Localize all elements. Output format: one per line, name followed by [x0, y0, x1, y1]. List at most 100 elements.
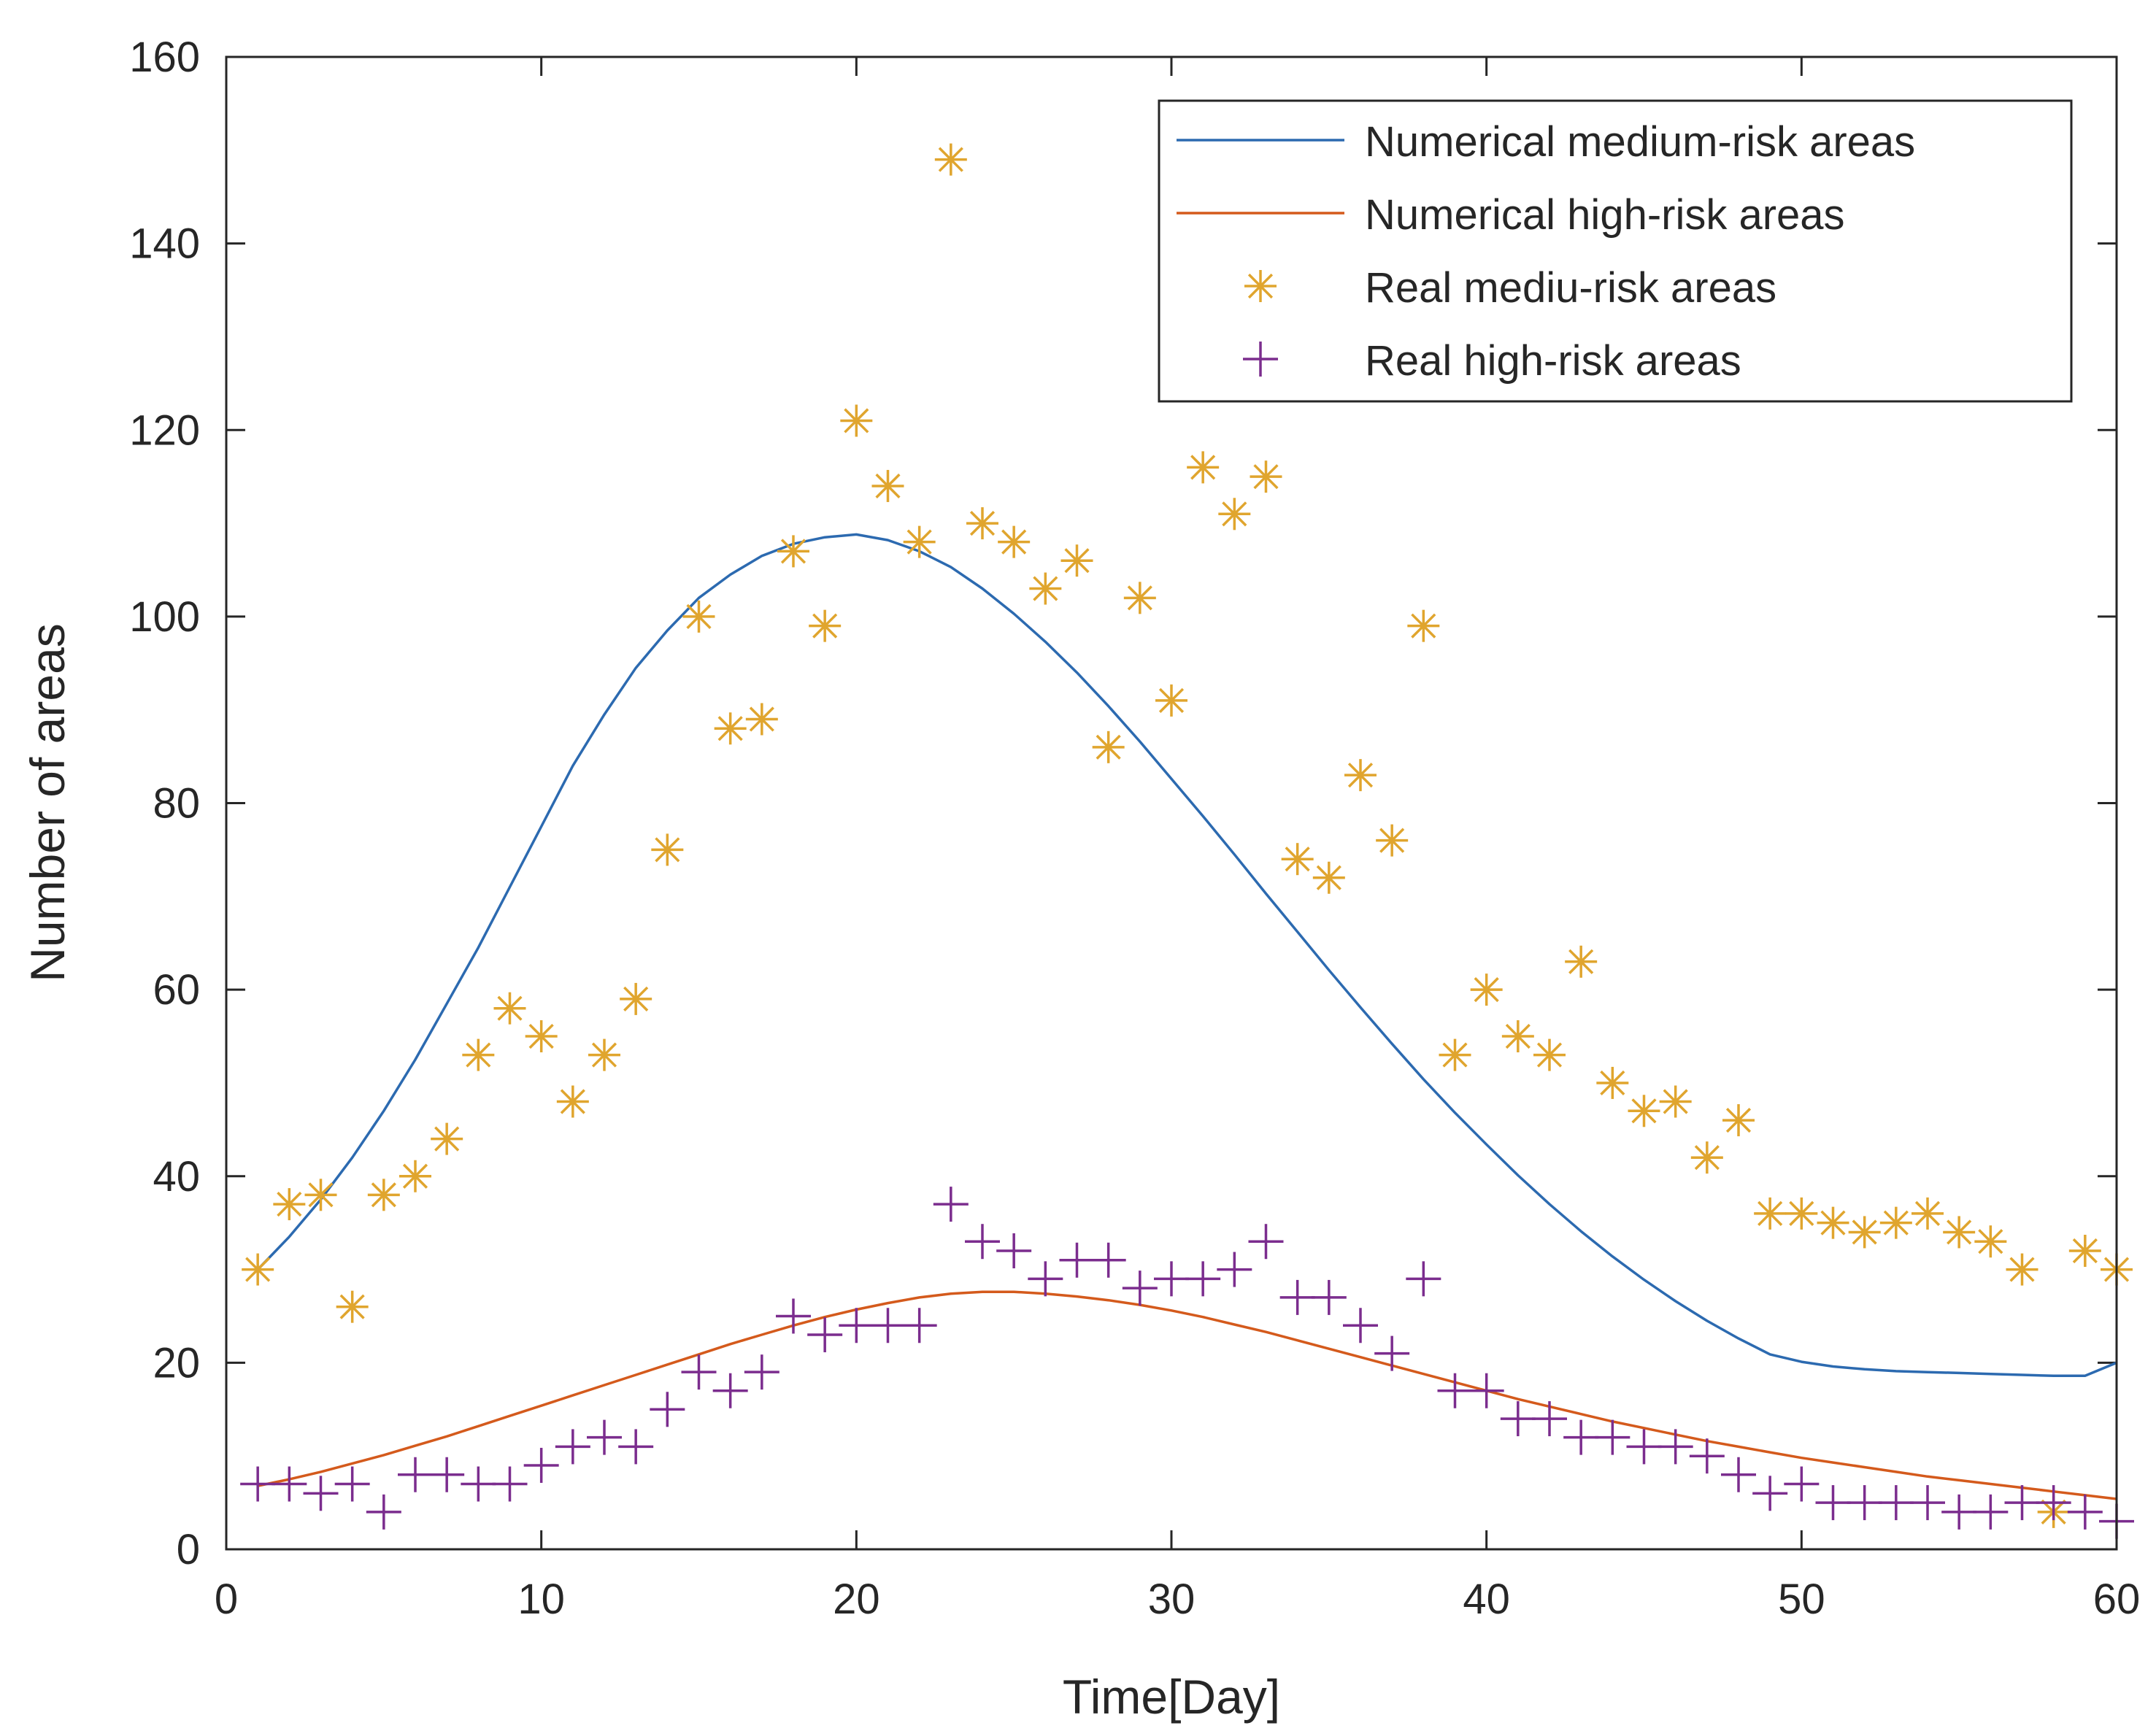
data-point-high-real — [965, 1224, 1000, 1260]
data-point-high-real — [303, 1476, 339, 1511]
data-point-high-real — [901, 1308, 937, 1343]
data-point-medium-real — [1754, 1197, 1787, 1230]
data-point-medium-real — [304, 1179, 337, 1211]
data-point-high-real — [681, 1354, 717, 1390]
data-point-medium-real — [1533, 1038, 1566, 1071]
data-point-medium-real — [1628, 1095, 1660, 1127]
data-point-high-real — [1847, 1485, 1882, 1521]
data-point-medium-real — [1974, 1225, 2007, 1258]
data-point-high-real — [618, 1429, 654, 1465]
data-point-medium-real — [1187, 451, 1220, 484]
data-point-medium-real — [998, 525, 1031, 558]
data-point-medium-real — [493, 992, 526, 1025]
data-point-high-real — [1500, 1401, 1536, 1437]
data-point-high-real — [1721, 1457, 1756, 1492]
x-tick-label: 20 — [833, 1576, 880, 1623]
data-point-high-real — [1595, 1419, 1631, 1455]
data-point-medium-real — [556, 1085, 589, 1118]
data-point-medium-real — [620, 982, 652, 1015]
data-point-medium-real — [934, 143, 967, 176]
data-point-medium-real — [714, 712, 747, 745]
data-point-high-real — [1468, 1373, 1504, 1408]
data-point-high-real — [429, 1457, 465, 1492]
data-point-medium-real — [777, 535, 809, 568]
y-tick-label: 100 — [129, 593, 200, 641]
data-point-high-real — [2036, 1485, 2071, 1521]
legend-swatch-plus — [1243, 342, 1278, 377]
data-point-high-real — [1437, 1373, 1473, 1408]
data-point-high-real — [523, 1447, 559, 1483]
x-axis-label: Time[Day] — [1063, 1670, 1280, 1724]
data-point-medium-real — [1596, 1066, 1629, 1099]
data-point-high-real — [744, 1354, 779, 1390]
data-point-high-real — [555, 1429, 590, 1465]
data-point-high-real — [2004, 1485, 2040, 1521]
data-point-high-real — [2067, 1494, 2103, 1530]
series-layer — [240, 143, 2134, 1539]
data-point-medium-real — [2068, 1235, 2101, 1267]
x-tick-label: 50 — [1778, 1576, 1825, 1623]
data-point-high-real — [461, 1466, 496, 1502]
x-tick-label: 40 — [1463, 1576, 1510, 1623]
legend-box — [1158, 99, 2073, 403]
data-point-medium-real — [1155, 684, 1187, 717]
data-point-medium-real — [1060, 544, 1093, 577]
data-point-high-real — [1343, 1308, 1378, 1343]
data-point-high-real — [587, 1419, 622, 1455]
y-tick-label: 80 — [153, 780, 200, 828]
data-point-high-real — [1626, 1429, 1662, 1465]
x-tick-label: 60 — [2093, 1576, 2141, 1623]
data-point-medium-real — [1690, 1141, 1723, 1174]
data-point-high-real — [776, 1298, 811, 1334]
data-point-medium-real — [1312, 861, 1345, 894]
data-point-medium-real — [1879, 1206, 1912, 1239]
data-point-high-real — [807, 1317, 843, 1353]
data-point-high-real — [1658, 1429, 1693, 1465]
tick-labels: 0 10 20 30 40 50 60 0 20 40 60 80 100 120 140 160 — [129, 34, 2140, 1623]
legend-label: Numerical high-risk areas — [1365, 191, 1845, 239]
y-tick-label: 160 — [129, 34, 200, 81]
data-point-medium-real — [871, 469, 904, 502]
data-point-high-real — [1689, 1438, 1725, 1474]
data-point-medium-real — [1470, 974, 1503, 1006]
data-point-medium-real — [1407, 609, 1440, 642]
x-tick-label: 10 — [517, 1576, 565, 1623]
data-point-medium-real — [1911, 1197, 1944, 1230]
data-point-high-real — [1028, 1261, 1063, 1297]
data-point-high-real — [1248, 1224, 1284, 1260]
data-point-high-real — [1059, 1242, 1095, 1278]
data-point-high-real — [1563, 1419, 1599, 1455]
data-point-medium-real — [1439, 1038, 1471, 1071]
data-point-high-real — [1374, 1335, 1410, 1371]
data-point-medium-real — [1029, 572, 1062, 605]
data-point-high-real — [1878, 1485, 1914, 1521]
data-point-medium-real — [2006, 1253, 2038, 1286]
data-point-medium-real — [809, 609, 842, 642]
data-point-high-real — [1752, 1476, 1788, 1511]
data-point-medium-real — [588, 1038, 620, 1071]
y-tick-label: 20 — [153, 1339, 200, 1387]
data-point-high-real — [366, 1494, 401, 1530]
y-tick-label: 140 — [129, 220, 200, 268]
data-point-high-real — [1973, 1494, 2009, 1530]
data-point-medium-real — [903, 525, 936, 558]
data-point-medium-real — [1659, 1085, 1692, 1118]
data-point-medium-real — [651, 833, 684, 866]
data-point-high-real — [870, 1308, 906, 1343]
plot-frame — [225, 55, 2118, 1551]
data-point-medium-real — [682, 600, 715, 633]
data-point-medium-real — [273, 1188, 306, 1221]
legend-swatch-asterisk — [1244, 270, 1277, 302]
data-point-high-real — [933, 1187, 969, 1222]
y-tick-label: 40 — [153, 1153, 200, 1200]
data-point-medium-real — [1281, 843, 1314, 876]
data-point-high-real — [1154, 1261, 1189, 1297]
data-point-high-real — [1815, 1485, 1851, 1521]
y-axis-label: Number of areas — [20, 623, 74, 982]
data-point-high-real — [240, 1466, 276, 1502]
data-point-medium-real — [1123, 582, 1156, 614]
y-tick-label: 120 — [129, 406, 200, 454]
data-point-high-real — [1122, 1271, 1158, 1306]
data-point-medium-real — [1565, 945, 1598, 978]
